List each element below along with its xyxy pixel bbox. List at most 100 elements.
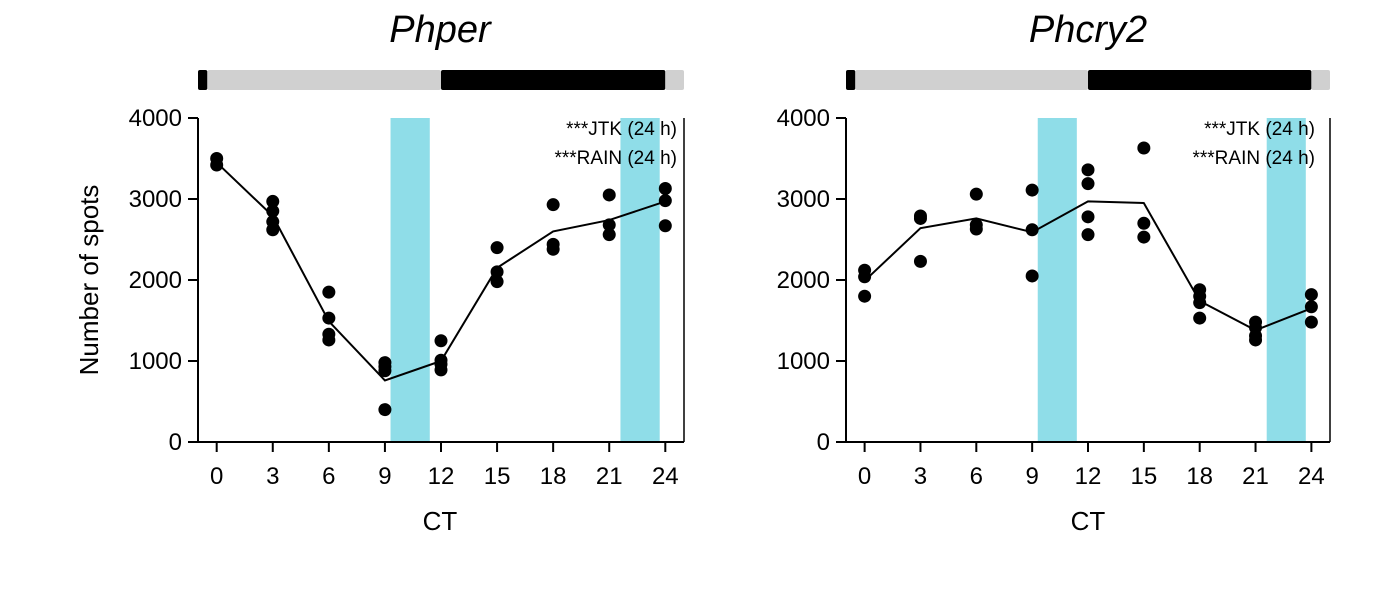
data-point bbox=[658, 181, 672, 195]
annotation-jtk: ***JTK (24 h) bbox=[566, 119, 677, 140]
data-point bbox=[1137, 141, 1151, 155]
x-tick-label: 18 bbox=[540, 463, 567, 490]
highlight-band bbox=[1266, 118, 1306, 442]
data-point bbox=[378, 403, 392, 417]
y-tick-label: 4000 bbox=[777, 105, 830, 132]
x-tick-label: 9 bbox=[378, 463, 391, 490]
data-point bbox=[322, 285, 336, 299]
x-tick-label: 9 bbox=[1025, 463, 1038, 490]
data-point bbox=[1304, 288, 1318, 302]
mean-line bbox=[216, 161, 666, 382]
data-point bbox=[1081, 210, 1095, 224]
data-point bbox=[546, 198, 560, 212]
photoperiod-dark-segment bbox=[198, 70, 208, 90]
y-tick-label: 2000 bbox=[777, 267, 830, 294]
x-tick-label: 6 bbox=[322, 463, 335, 490]
data-point bbox=[658, 219, 672, 233]
photoperiod-bar bbox=[198, 70, 684, 90]
x-axis-label: CT bbox=[423, 506, 458, 536]
x-tick-label: 6 bbox=[970, 463, 983, 490]
axes: 0 1000 2000 3000 4000 0 3 6 9 12 15 18 21 24 bbox=[777, 105, 1331, 490]
data-point bbox=[602, 218, 616, 232]
data-series bbox=[858, 141, 1318, 347]
data-point bbox=[434, 363, 448, 377]
photoperiod-bar bbox=[846, 70, 1330, 90]
x-tick-label: 12 bbox=[1075, 463, 1102, 490]
chart-title: Phper bbox=[389, 9, 492, 51]
x-tick-label: 12 bbox=[428, 463, 455, 490]
photoperiod-light-segment bbox=[855, 70, 1088, 90]
x-tick-label: 24 bbox=[652, 463, 679, 490]
data-point bbox=[546, 242, 560, 256]
highlight-band bbox=[620, 118, 660, 442]
data-point bbox=[266, 194, 280, 208]
data-point bbox=[969, 222, 983, 236]
x-axis-label: CT bbox=[1071, 506, 1106, 536]
axes: 0 1000 2000 3000 4000 0 3 6 9 12 15 18 21 24 bbox=[129, 105, 685, 490]
annotation-jtk: ***JTK (24 h) bbox=[1204, 119, 1315, 140]
data-point bbox=[210, 158, 224, 172]
data-point bbox=[858, 289, 872, 303]
data-point bbox=[1137, 216, 1151, 230]
data-point bbox=[658, 194, 672, 208]
data-point bbox=[322, 333, 336, 347]
data-point bbox=[1193, 296, 1207, 310]
y-tick-label: 1000 bbox=[129, 348, 182, 375]
highlight-band bbox=[1037, 118, 1077, 442]
data-point bbox=[490, 265, 504, 279]
data-point bbox=[1081, 163, 1095, 177]
y-tick-label: 0 bbox=[169, 429, 182, 456]
highlight-band bbox=[390, 118, 430, 442]
y-tick-label: 1000 bbox=[777, 348, 830, 375]
x-tick-label: 15 bbox=[1130, 463, 1157, 490]
x-tick-label: 21 bbox=[596, 463, 623, 490]
photoperiod-dark-segment bbox=[1088, 70, 1312, 90]
data-point bbox=[266, 223, 280, 237]
x-tick-label: 3 bbox=[266, 463, 279, 490]
chart-panel-phcry2: 0 1000 2000 3000 4000 0 3 6 9 12 15 18 21 24 Phcry2 *… bbox=[777, 9, 1331, 536]
data-point bbox=[1249, 333, 1263, 347]
x-tick-label: 3 bbox=[914, 463, 927, 490]
y-tick-label: 0 bbox=[817, 429, 830, 456]
highlight-bands bbox=[390, 118, 660, 442]
highlight-bands bbox=[1037, 118, 1306, 442]
y-tick-label: 2000 bbox=[129, 267, 182, 294]
data-point bbox=[1025, 183, 1039, 197]
data-point bbox=[1081, 228, 1095, 242]
data-point bbox=[1025, 269, 1039, 283]
photoperiod-dark-segment bbox=[846, 70, 856, 90]
data-point bbox=[322, 311, 336, 325]
data-point bbox=[1137, 230, 1151, 244]
photoperiod-light-segment bbox=[665, 70, 684, 90]
chart-panel-phper: 0 1000 2000 3000 4000 0 3 6 9 12 15 18 21 24 Phper **… bbox=[74, 9, 685, 536]
data-point bbox=[602, 188, 616, 202]
data-point bbox=[1193, 311, 1207, 325]
x-tick-label: 18 bbox=[1186, 463, 1213, 490]
mean-line bbox=[863, 200, 1312, 332]
x-tick-label: 24 bbox=[1298, 463, 1325, 490]
chart-title: Phcry2 bbox=[1029, 9, 1147, 51]
photoperiod-dark-segment bbox=[441, 70, 666, 90]
x-tick-label: 15 bbox=[484, 463, 511, 490]
annotation-rain: ***RAIN (24 h) bbox=[1193, 148, 1316, 169]
data-point bbox=[1081, 177, 1095, 191]
data-point bbox=[378, 364, 392, 378]
data-point bbox=[434, 334, 448, 348]
annotation-rain: ***RAIN (24 h) bbox=[555, 148, 678, 169]
data-point bbox=[602, 228, 616, 242]
photoperiod-light-segment bbox=[1311, 70, 1330, 90]
y-axis-label: Number of spots bbox=[74, 185, 104, 376]
y-tick-label: 3000 bbox=[129, 186, 182, 213]
data-point bbox=[266, 204, 280, 218]
data-point bbox=[490, 275, 504, 289]
data-point bbox=[1025, 223, 1039, 237]
data-point bbox=[858, 270, 872, 284]
data-point bbox=[969, 187, 983, 201]
data-point bbox=[913, 211, 927, 225]
y-tick-label: 3000 bbox=[777, 186, 830, 213]
data-point bbox=[490, 241, 504, 255]
x-tick-label: 0 bbox=[858, 463, 871, 490]
data-point bbox=[1304, 315, 1318, 329]
x-tick-label: 21 bbox=[1242, 463, 1269, 490]
